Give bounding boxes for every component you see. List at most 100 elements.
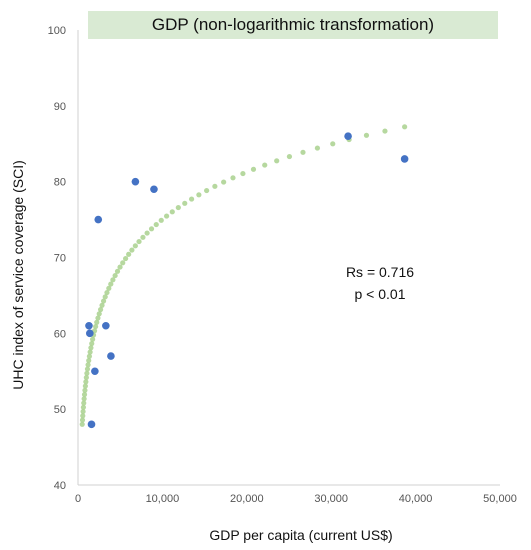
data-points <box>85 132 409 429</box>
chart-title: GDP (non-logarithmic transformation) <box>151 15 435 34</box>
trendline-dot <box>221 179 227 185</box>
trendline-dot <box>104 289 110 296</box>
trendline-dot <box>262 162 268 168</box>
p-value-stat: p < 0.01 <box>354 286 406 302</box>
data-point <box>107 352 115 360</box>
trendline-dot <box>100 298 107 304</box>
trendline-dot <box>330 141 336 147</box>
trendline-dot <box>274 158 280 164</box>
data-point <box>400 155 409 163</box>
trendline-dot <box>85 362 91 368</box>
data-point <box>102 321 110 330</box>
data-point <box>87 420 96 429</box>
trendline-dot <box>153 221 159 228</box>
trendline-dot <box>212 183 218 189</box>
trendline-dot <box>80 408 86 415</box>
y-tick-label: 90 <box>54 101 66 113</box>
trendline-dot <box>230 175 236 181</box>
trendline-dot <box>382 128 388 134</box>
x-tick-label: 30,000 <box>314 493 348 505</box>
trendline <box>79 124 408 427</box>
trendline-dot <box>240 170 246 177</box>
trendline-dot <box>82 387 88 393</box>
trendline-dot <box>120 260 126 266</box>
trendline-dot <box>80 404 87 410</box>
x-tick-label: 10,000 <box>146 493 180 505</box>
trendline-dot <box>175 204 181 211</box>
y-tick-label: 70 <box>54 253 66 265</box>
trendline-dot <box>136 238 142 245</box>
trendline-dot <box>123 255 129 262</box>
trendline-dot <box>188 196 195 202</box>
trendline-dot <box>158 217 164 223</box>
trendline-dot <box>110 277 116 283</box>
y-tick-label: 80 <box>54 177 66 189</box>
data-point <box>94 215 103 224</box>
trendline-dot <box>140 234 146 240</box>
x-axis-label: GDP per capita (current US$) <box>209 527 393 543</box>
y-tick-label: 50 <box>54 404 66 416</box>
trendline-dot <box>117 264 123 270</box>
trendline-dot <box>286 153 293 160</box>
trendline-dot <box>93 323 99 330</box>
trendline-dot <box>82 383 88 389</box>
trendline-dot <box>83 379 89 385</box>
trendline-dot <box>84 366 91 372</box>
data-point <box>85 321 93 330</box>
trendline-dot <box>88 345 94 351</box>
y-tick-label: 100 <box>48 25 66 37</box>
trendline-dot <box>169 209 175 215</box>
trendline-dot <box>84 370 90 376</box>
trendline-dot <box>182 200 188 206</box>
trendline-dot <box>81 396 87 402</box>
data-point <box>131 177 140 186</box>
data-point <box>150 185 158 194</box>
trendline-dot <box>250 166 257 172</box>
trendline-dot <box>114 268 121 274</box>
trendline-dot <box>112 272 118 279</box>
trendline-dot <box>97 306 104 313</box>
trendline-dot <box>363 132 370 138</box>
trendline-dot <box>89 340 95 347</box>
trendline-dot <box>96 311 102 317</box>
trendline-dot <box>129 247 135 253</box>
trendline-dot <box>94 319 100 325</box>
x-tick-labels: 0 10,000 20,000 30,000 40,000 50,000 <box>75 493 517 505</box>
y-axis-label: UHC index of service coverage (SCI) <box>10 160 26 390</box>
trendline-dot <box>81 400 87 406</box>
trendline-dot <box>86 353 93 359</box>
trendline-dot <box>81 391 88 398</box>
trendline-dot <box>106 285 112 291</box>
data-point <box>86 329 94 338</box>
trendline-dot <box>79 417 86 423</box>
trendline-dot <box>99 302 105 308</box>
trendline-dot <box>95 315 101 321</box>
trendline-dot <box>108 281 114 287</box>
data-point <box>344 132 352 140</box>
trendline-dot <box>126 251 132 257</box>
trendline-dot <box>163 213 170 219</box>
trendline-dot <box>90 336 96 342</box>
trendline-dot <box>87 349 93 355</box>
trendline-dot <box>102 294 108 300</box>
x-tick-label: 50,000 <box>483 493 517 505</box>
x-tick-label: 20,000 <box>230 493 264 505</box>
trendline-dot <box>402 124 408 130</box>
chart-title-band: GDP (non-logarithmic transformation) <box>88 11 498 39</box>
y-tick-label: 60 <box>54 328 66 340</box>
trendline-dot <box>148 226 155 232</box>
x-tick-label: 40,000 <box>399 493 433 505</box>
trendline-dot <box>204 187 210 194</box>
trendline-dot <box>132 243 138 249</box>
y-tick-labels: 40 50 60 70 80 90 100 <box>48 25 66 492</box>
correlation-stat: Rs = 0.716 <box>345 264 415 280</box>
trendline-dot <box>196 192 202 198</box>
trendline-dot <box>80 413 86 419</box>
trendline-dot <box>86 357 92 364</box>
trendline-dot <box>83 374 89 381</box>
trendline-dot <box>314 145 321 151</box>
trendline-dot <box>144 230 150 236</box>
trendline-dot <box>300 149 306 155</box>
axes <box>77 30 500 486</box>
